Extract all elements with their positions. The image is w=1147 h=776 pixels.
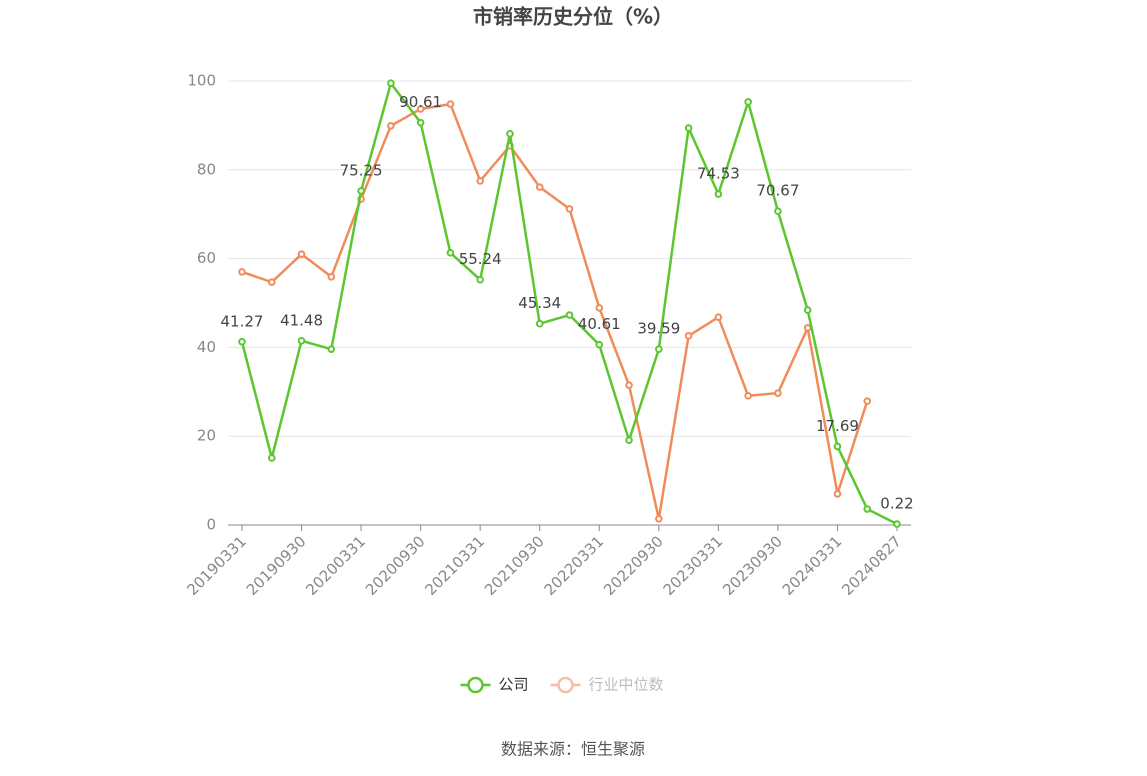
- data-point: [893, 520, 901, 528]
- data-point: [714, 313, 723, 322]
- data-point: [744, 98, 752, 106]
- data-label: 70.67: [756, 182, 799, 200]
- data-label: 40.61: [578, 315, 621, 333]
- series-line: [241, 102, 869, 520]
- data-point: [684, 124, 693, 132]
- data-point: [833, 442, 842, 451]
- y-tick-label: 80: [197, 160, 216, 178]
- legend-marker: [557, 676, 574, 694]
- data-point: [803, 324, 812, 332]
- x-tick-label: 20230930: [719, 532, 786, 599]
- data-label: 41.48: [280, 311, 323, 329]
- x-tick-label: 20200331: [302, 532, 369, 599]
- data-point: [863, 505, 872, 513]
- legend-marker: [467, 676, 484, 694]
- data-point: [357, 187, 365, 195]
- x-tick-label: 20190331: [183, 532, 250, 599]
- data-point: [476, 177, 484, 185]
- data-label: 74.53: [697, 165, 740, 183]
- data-point: [714, 190, 723, 198]
- data-point: [565, 311, 574, 319]
- data-point: [297, 250, 306, 258]
- data-point: [267, 454, 276, 462]
- data-point: [595, 340, 604, 349]
- data-label: 55.24: [459, 250, 502, 268]
- y-tick-label: 20: [197, 427, 216, 445]
- x-tick-label: 20220930: [600, 532, 667, 599]
- data-point: [297, 337, 306, 345]
- data-point: [387, 79, 395, 88]
- x-tick-label: 20210930: [481, 532, 548, 599]
- data-point: [327, 345, 336, 353]
- data-point: [387, 122, 395, 130]
- data-point: [833, 490, 842, 498]
- data-point: [476, 275, 484, 284]
- chart-title: 市销率历史分位（%）: [473, 5, 673, 29]
- data-point: [625, 436, 633, 444]
- data-point: [416, 118, 425, 127]
- data-point: [238, 268, 246, 276]
- data-point: [267, 278, 276, 286]
- legend-item: 行业中位数: [550, 676, 664, 694]
- y-tick-label: 100: [187, 72, 216, 90]
- data-point: [238, 337, 246, 346]
- data-point: [565, 205, 574, 213]
- x-tick-label: 20200930: [362, 532, 429, 599]
- legend-label: 公司: [499, 676, 529, 694]
- x-tick-label: 20240331: [779, 532, 846, 599]
- data-label: 0.22: [880, 495, 913, 513]
- data-label: 45.34: [518, 294, 561, 312]
- x-tick-label: 20210331: [421, 532, 488, 599]
- legend-item: 公司: [460, 676, 529, 694]
- data-point: [774, 389, 782, 397]
- data-point: [625, 381, 633, 389]
- y-tick-label: 0: [206, 516, 216, 534]
- data-point: [863, 397, 872, 405]
- data-label: 75.25: [340, 161, 383, 179]
- x-tick-label: 20220331: [541, 532, 608, 599]
- x-tick-label: 20240827: [838, 532, 905, 599]
- data-point: [506, 130, 514, 138]
- source: 数据来源：恒生聚源: [501, 740, 645, 759]
- data-point: [327, 273, 336, 281]
- y-tick-label: 40: [197, 338, 216, 356]
- y-tick-label: 60: [197, 249, 216, 267]
- x-tick-label: 20190930: [243, 532, 310, 599]
- data-point: [416, 105, 425, 113]
- data-label: 17.69: [816, 417, 859, 435]
- x-tick-label: 20230331: [660, 532, 727, 599]
- data-label: 39.59: [637, 320, 680, 338]
- data-point: [446, 249, 455, 257]
- data-point: [655, 345, 663, 354]
- data-point: [655, 514, 663, 523]
- data-label: 41.27: [221, 312, 264, 330]
- data-point: [803, 306, 812, 314]
- legend-label: 行业中位数: [589, 676, 664, 694]
- data-point: [595, 304, 604, 312]
- data-label: 90.61: [399, 93, 442, 111]
- data-point: [535, 319, 544, 328]
- data-point: [535, 183, 544, 191]
- data-point: [744, 391, 752, 400]
- data-point: [684, 332, 693, 340]
- data-point: [446, 100, 455, 108]
- data-point: [774, 207, 782, 216]
- series-line: [240, 80, 898, 526]
